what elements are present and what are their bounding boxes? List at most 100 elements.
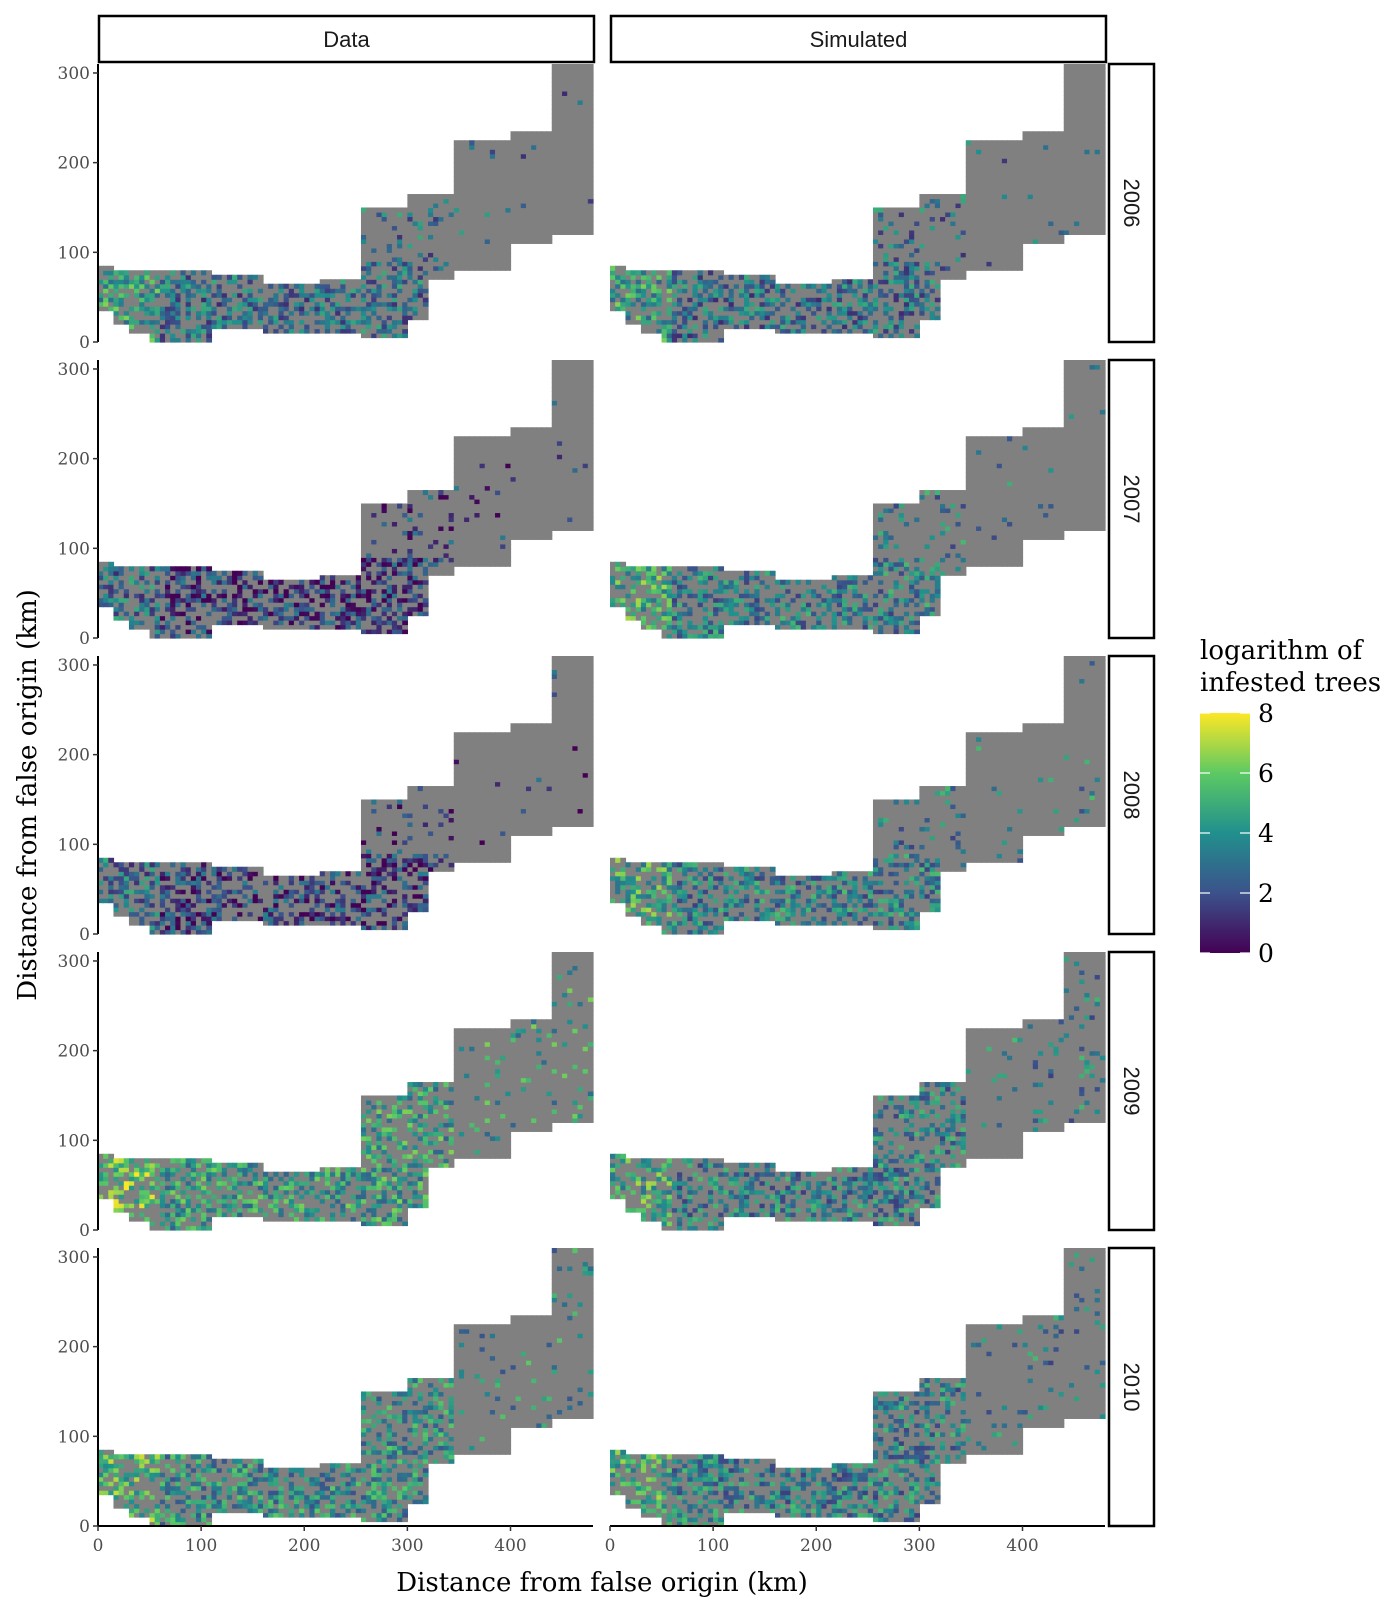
heatmap-cell	[484, 261, 491, 267]
heatmap-cell	[103, 875, 109, 881]
heatmap-cell	[103, 588, 109, 594]
heatmap-cell	[330, 920, 336, 926]
heatmap-cell	[495, 557, 501, 563]
heatmap-cell	[180, 889, 187, 895]
heatmap-cell	[577, 525, 584, 531]
heatmap-cell	[474, 445, 481, 451]
heatmap-cell	[381, 812, 388, 819]
heatmap-cell	[309, 920, 316, 926]
heatmap-cell	[582, 490, 589, 496]
heatmap-cell	[577, 149, 584, 155]
heatmap-cell	[175, 920, 182, 926]
heatmap-cell	[582, 503, 589, 509]
heatmap-cell	[242, 620, 249, 626]
heatmap-cell	[314, 875, 321, 881]
heatmap-cell	[391, 629, 398, 635]
heatmap-cell	[397, 234, 403, 240]
heatmap-cell	[211, 893, 218, 899]
heatmap-cell	[453, 144, 460, 150]
heatmap-cell	[428, 844, 434, 850]
heatmap-cell	[185, 292, 192, 298]
heatmap-cell	[108, 893, 115, 899]
heatmap-cell	[170, 920, 176, 926]
heatmap-cell	[551, 521, 558, 527]
heatmap-cell	[448, 530, 455, 536]
heatmap-cell	[319, 884, 326, 890]
heatmap-cell	[577, 189, 584, 195]
heatmap-cell	[376, 220, 383, 227]
heatmap-cell	[422, 821, 429, 827]
heatmap-cell	[221, 283, 228, 289]
heatmap-cell	[103, 270, 109, 276]
heatmap-cell	[407, 211, 414, 218]
heatmap-cell	[366, 319, 372, 325]
heatmap-cell	[278, 292, 285, 298]
heatmap-cell	[479, 548, 486, 554]
heatmap-cell	[572, 158, 579, 164]
heatmap-cell	[531, 153, 537, 159]
heatmap-cell	[458, 548, 465, 554]
heatmap-cell	[412, 584, 419, 590]
heatmap-cell	[391, 279, 398, 285]
heatmap-cell	[402, 902, 408, 908]
heatmap-cell	[500, 521, 506, 527]
heatmap-cell	[402, 839, 408, 845]
heatmap-cell	[113, 902, 120, 908]
heatmap-cell	[433, 521, 439, 527]
heatmap-cell	[376, 207, 383, 213]
heatmap-cell	[412, 525, 419, 531]
heatmap-cell	[283, 920, 290, 926]
heatmap-cell	[536, 131, 543, 137]
heatmap-cell	[536, 176, 543, 182]
heatmap-cell	[195, 898, 202, 904]
heatmap-cell	[345, 588, 352, 594]
heatmap-cell	[128, 283, 135, 289]
heatmap-cell	[479, 521, 486, 527]
heatmap-cell	[531, 534, 537, 540]
heatmap-cell	[541, 158, 548, 164]
heatmap-cell	[283, 292, 290, 298]
heatmap-cell	[165, 283, 171, 289]
heatmap-cell	[412, 570, 419, 576]
heatmap-cell	[247, 620, 254, 626]
heatmap-cell	[165, 889, 171, 895]
heatmap-cell	[165, 270, 171, 276]
heatmap-cell	[510, 525, 517, 531]
heatmap-cell	[541, 229, 548, 235]
heatmap-cell	[438, 570, 445, 576]
heatmap-cell	[489, 534, 496, 540]
heatmap-cell	[139, 283, 146, 289]
heatmap-cell	[180, 301, 187, 307]
heatmap-cell	[190, 620, 197, 626]
heatmap-cell	[335, 916, 341, 922]
heatmap-cell	[402, 920, 408, 926]
heatmap-cell	[525, 153, 532, 159]
heatmap-cell	[149, 270, 156, 276]
heatmap-cell	[556, 400, 563, 406]
heatmap-cell	[464, 490, 470, 496]
heatmap-cell	[252, 279, 259, 285]
heatmap-cell	[355, 579, 362, 585]
heatmap-cell	[180, 611, 187, 617]
heatmap-cell	[489, 261, 496, 267]
heatmap-cell	[268, 880, 274, 886]
heatmap-cell	[376, 844, 383, 850]
heatmap-cell	[443, 243, 450, 249]
heatmap-cell	[469, 543, 476, 549]
heatmap-cell	[572, 440, 579, 446]
heatmap-cell	[128, 862, 135, 868]
heatmap-cell	[242, 319, 249, 325]
heatmap-cell	[350, 611, 357, 617]
heatmap-cell	[123, 606, 130, 612]
heatmap-cell	[407, 548, 414, 554]
heatmap-cell	[309, 615, 316, 621]
heatmap-cell	[195, 620, 202, 626]
heatmap-cell	[562, 516, 568, 523]
heatmap-cell	[319, 283, 326, 289]
heatmap-cell	[335, 575, 341, 581]
heatmap-cell	[211, 274, 218, 280]
heatmap-cell	[422, 875, 429, 881]
heatmap-cell	[551, 463, 558, 469]
heatmap-cell	[366, 875, 372, 881]
heatmap-cell	[340, 301, 347, 307]
